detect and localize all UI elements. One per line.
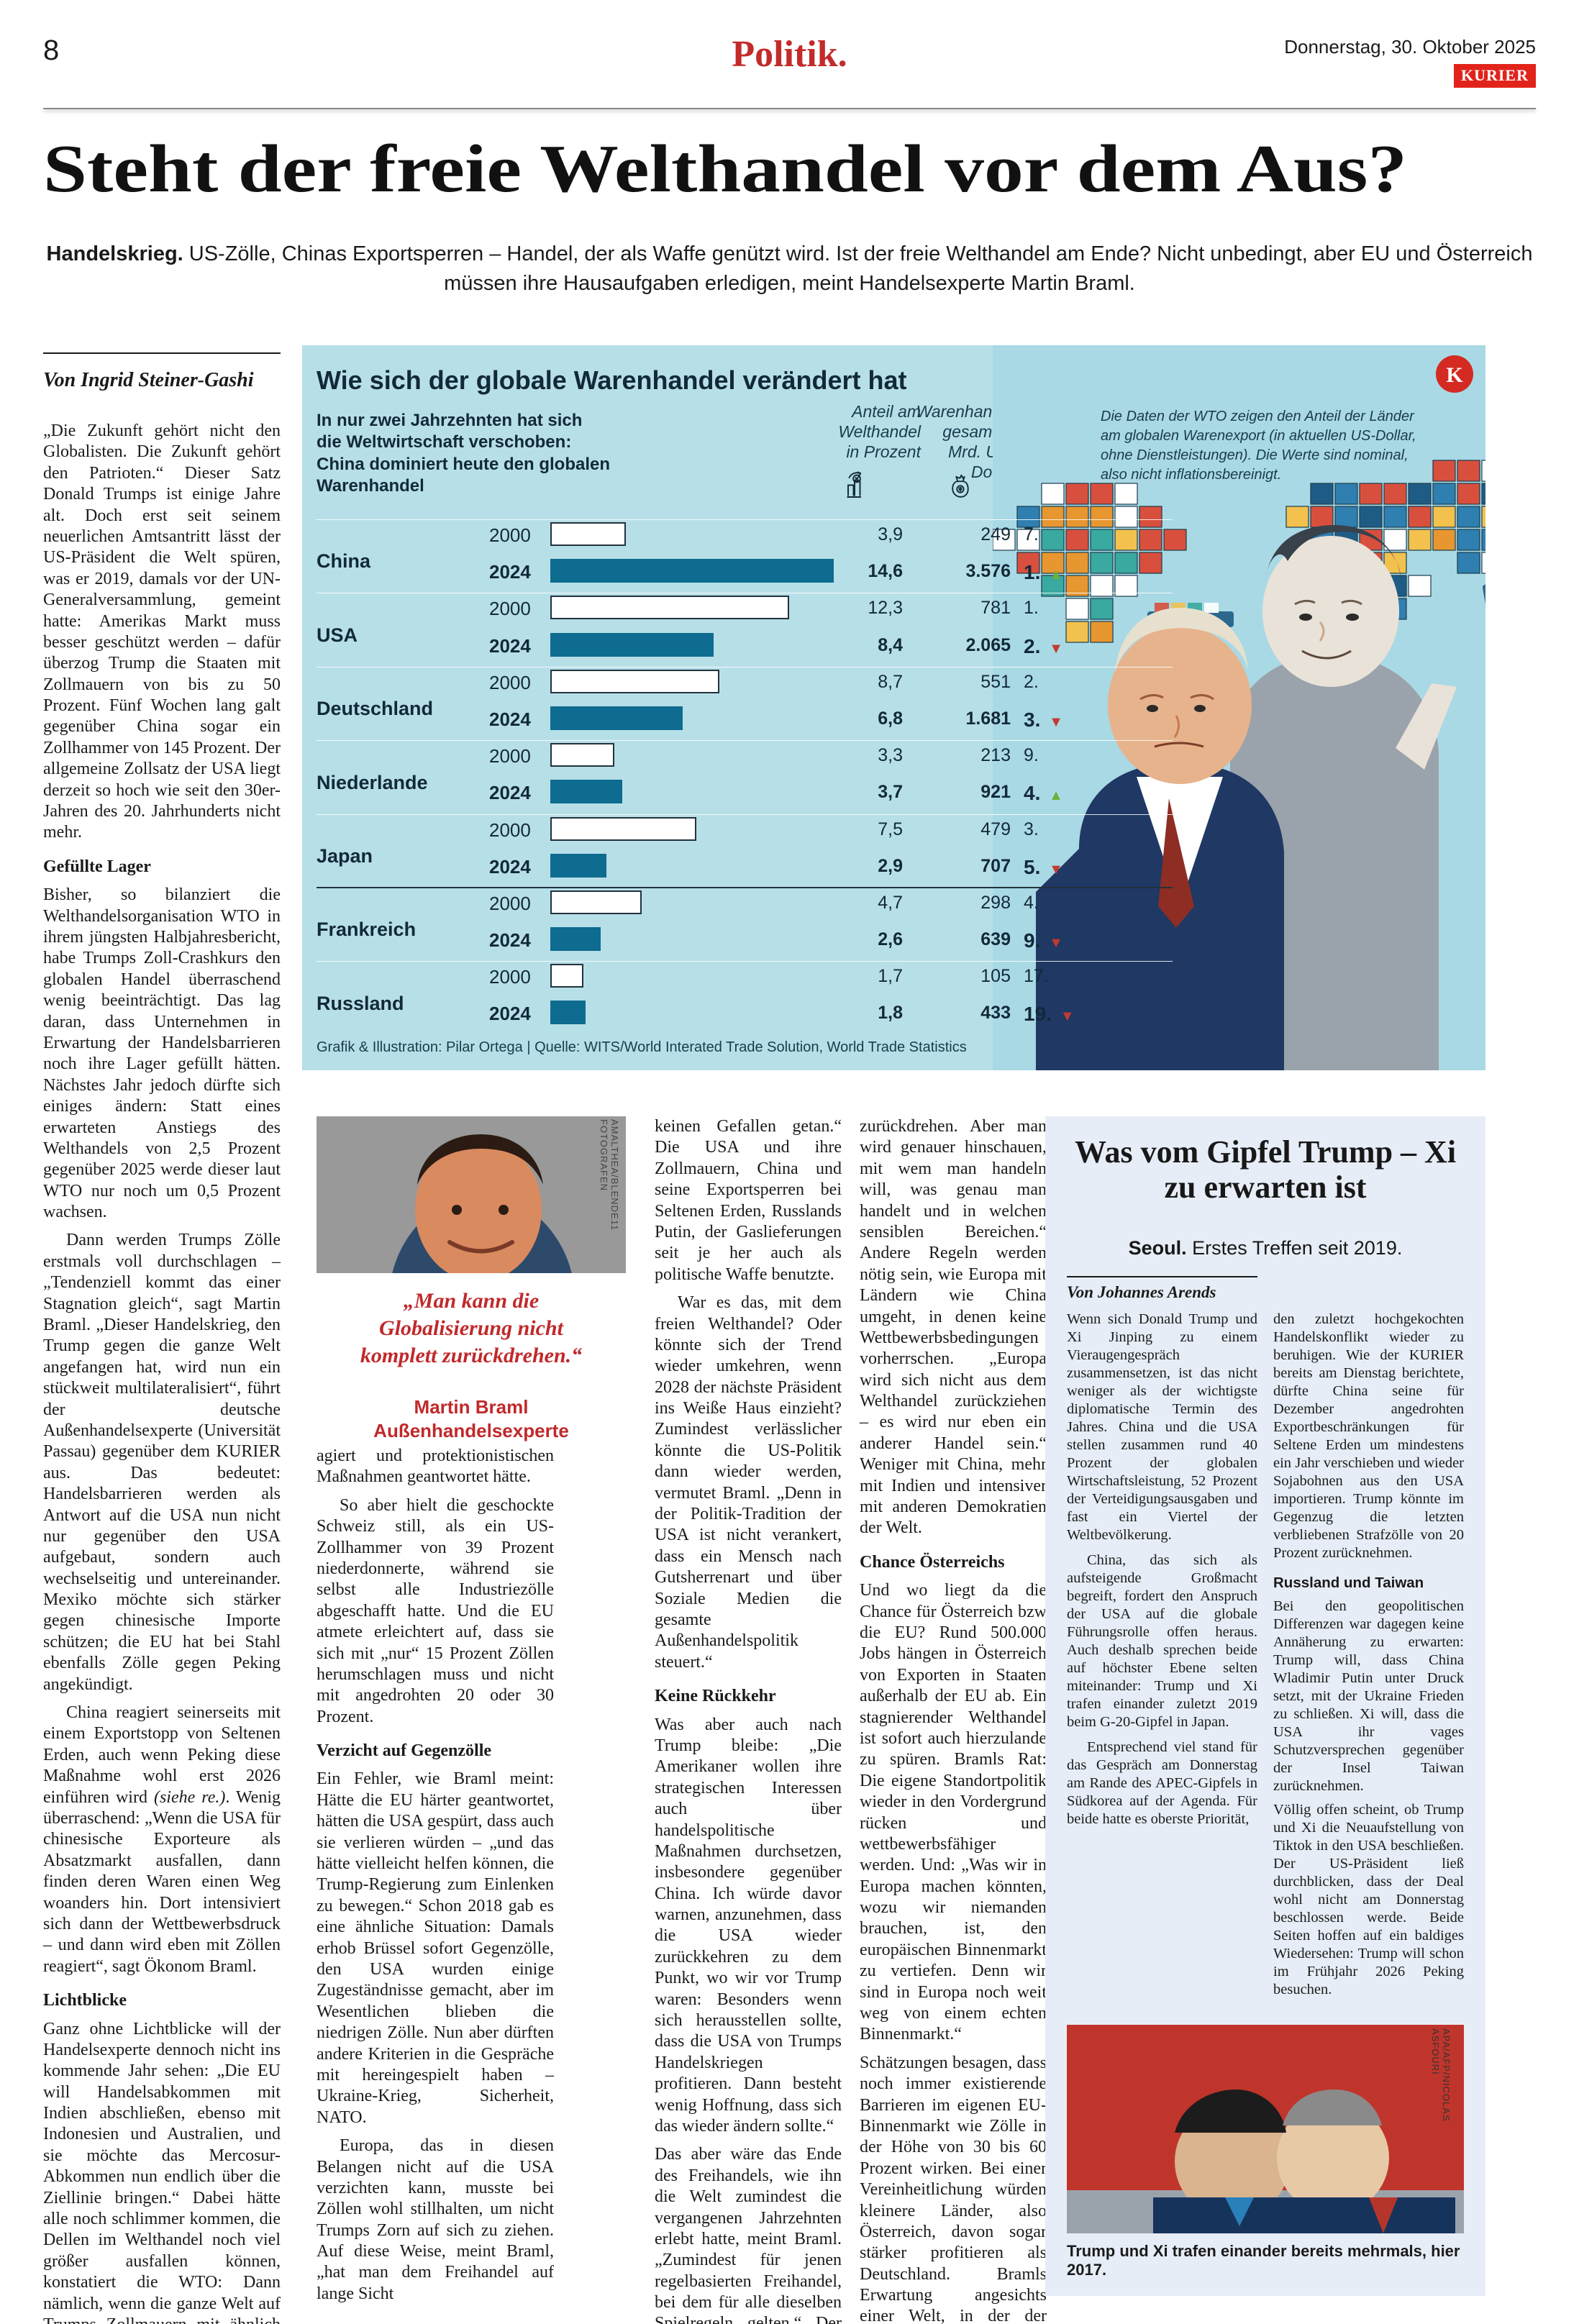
svg-text:K: K [1446, 363, 1463, 387]
